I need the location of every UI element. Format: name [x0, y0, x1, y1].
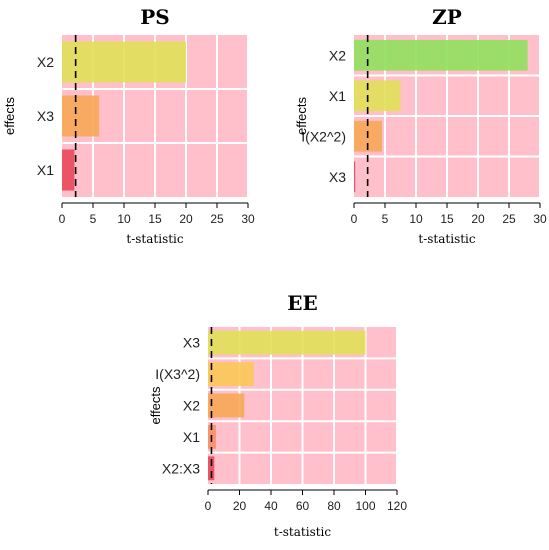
chart-3-tick-label-1: 20: [233, 499, 247, 513]
chart-1-title: PS: [140, 5, 169, 29]
chart-3: X3 I(X3^2) X2 X1 X2:X3 0 20 40 60 80 100 120 EE t-sta…: [148, 291, 407, 539]
chart-2-bar-2: [354, 80, 401, 112]
chart-2-tick-label-4: 20: [471, 212, 485, 226]
chart-2-category-label-1: X2: [329, 47, 346, 63]
chart-2-tick-label-3: 15: [440, 212, 454, 226]
chart-1-tick-label-6: 30: [241, 212, 255, 226]
chart-2-y-axis-label: effects: [294, 96, 309, 135]
chart-3-title: EE: [287, 291, 318, 315]
chart-3-category-label-5: X2:X3: [162, 460, 200, 476]
chart-1-tick-label-2: 10: [117, 212, 131, 226]
chart-1-tick-label-1: 5: [90, 212, 97, 226]
chart-1-tick-label-5: 25: [210, 212, 224, 226]
chart-2-category-label-3: I(X2^2): [301, 128, 346, 144]
chart-2-tick-label-2: 10: [409, 212, 423, 226]
chart-2-tick-label-5: 25: [502, 212, 516, 226]
chart-2-tick-label-1: 5: [382, 212, 389, 226]
chart-2-category-label-2: X1: [329, 88, 346, 104]
chart-3-bar-3: [208, 393, 245, 418]
chart-1-x-axis-label: t-statistic: [126, 232, 183, 246]
chart-2-bar-1: [354, 39, 528, 71]
chart-2-tick-label-0: 0: [351, 212, 358, 226]
chart-3-bar-1: [208, 330, 366, 355]
chart-3-tick-label-6: 120: [387, 499, 407, 513]
chart-1-category-label-2: X3: [37, 108, 54, 124]
chart-2: X2 X1 I(X2^2) X3 0 5 10 15 20 25 30 ZP t-statistic ef…: [294, 5, 547, 246]
chart-3-tick-label-2: 40: [264, 499, 278, 513]
chart-1-y-axis-label: effects: [2, 96, 17, 135]
chart-3-tick-label-0: 0: [205, 499, 212, 513]
chart-3-category-label-2: I(X3^2): [155, 366, 200, 382]
chart-3-tick-label-5: 100: [355, 499, 375, 513]
chart-2-tick-label-6: 30: [533, 212, 547, 226]
chart-2-bar-4: [354, 161, 356, 193]
chart-1-bar-1: [62, 41, 186, 83]
chart-1-bar-2: [62, 95, 100, 137]
chart-1-tick-label-3: 15: [148, 212, 162, 226]
chart-2-x-axis-label: t-statistic: [418, 232, 475, 246]
chart-3-category-label-4: X1: [183, 429, 200, 445]
chart-2-category-label-4: X3: [329, 169, 346, 185]
chart-1-tick-label-4: 20: [179, 212, 193, 226]
chart-3-category-label-3: X2: [183, 398, 200, 414]
chart-3-bar-5: [208, 456, 215, 481]
chart-3-tick-label-4: 80: [327, 499, 341, 513]
chart-1-category-label-3: X1: [37, 162, 54, 178]
chart-1-tick-label-0: 0: [59, 212, 66, 226]
chart-1-category-label-1: X2: [37, 54, 54, 70]
chart-1-bar-3: [62, 149, 75, 191]
chart-3-tick-label-3: 60: [296, 499, 310, 513]
chart-3-y-axis-label: effects: [148, 386, 163, 425]
chart-1: X2 X3 X1 0 5 10 15 20 25 30 PS t-statistic effects: [2, 5, 255, 246]
chart-2-title: ZP: [432, 5, 462, 29]
chart-3-bar-2: [208, 362, 254, 387]
chart-3-category-label-1: X3: [183, 335, 200, 351]
chart-3-x-axis-label: t-statistic: [274, 525, 331, 539]
